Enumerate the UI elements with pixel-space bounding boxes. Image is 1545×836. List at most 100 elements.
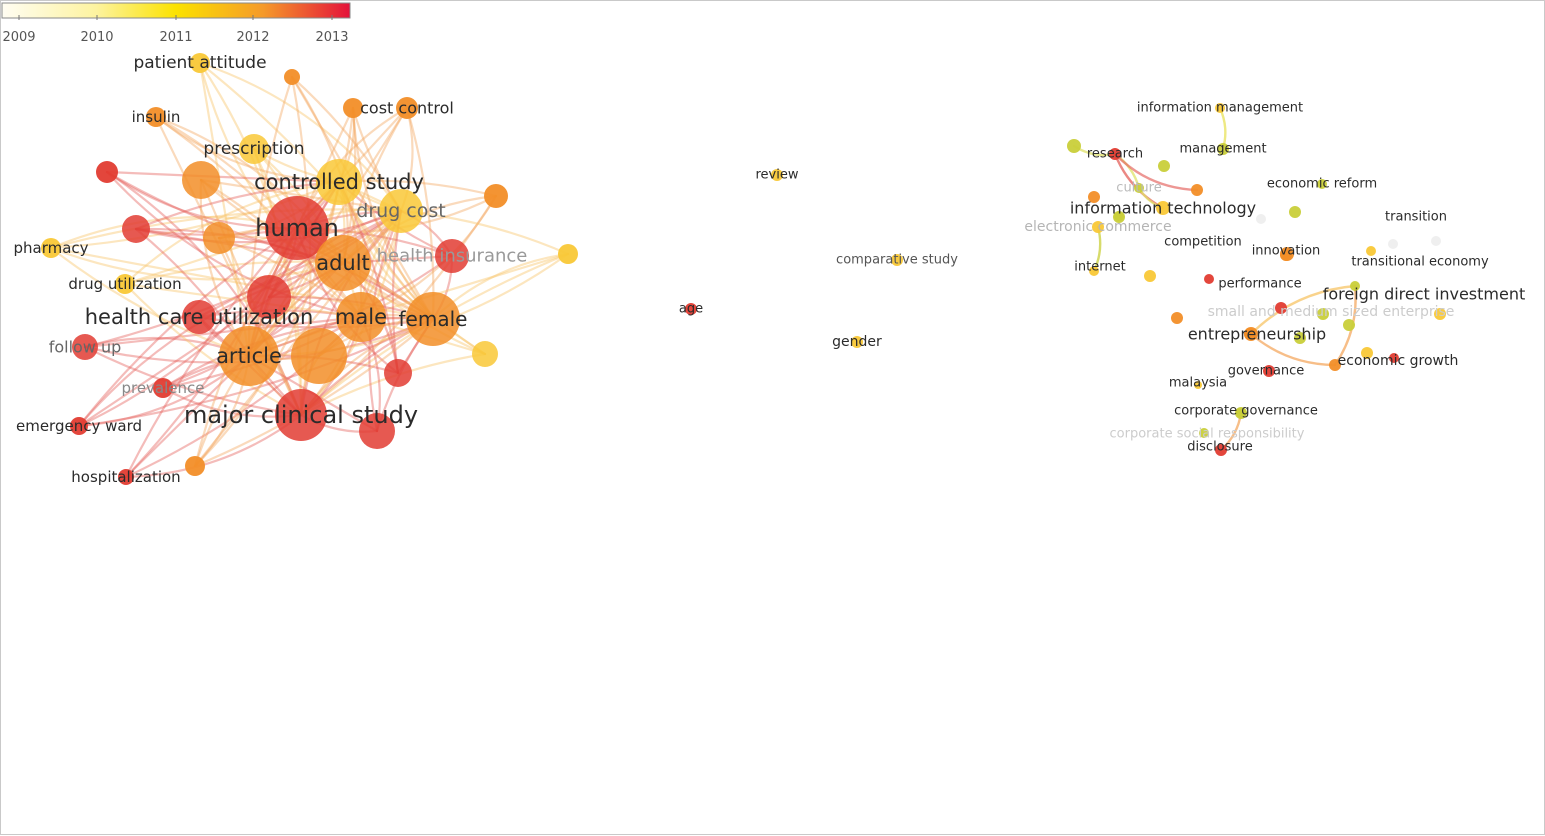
node-major-clinical-study[interactable] (275, 389, 327, 441)
label-adult[interactable]: adult (316, 251, 370, 275)
node-malaysia[interactable] (1194, 381, 1202, 389)
label-insulin[interactable]: insulin (132, 108, 181, 126)
node-prescription[interactable] (239, 134, 269, 164)
keyword-node[interactable] (1144, 270, 1156, 282)
node-review[interactable] (771, 169, 783, 181)
label-emergency-ward[interactable]: emergency ward (16, 417, 142, 435)
node-female[interactable] (406, 292, 460, 346)
node-article[interactable] (219, 326, 279, 386)
label-small-and-medium-sized-enterprise[interactable]: small and medium sized enterprise (1208, 304, 1455, 320)
node-governance[interactable] (1263, 365, 1275, 377)
label-controlled-study[interactable]: controlled study (254, 170, 424, 194)
node-health-insurance[interactable] (435, 239, 469, 273)
keyword-node[interactable] (1067, 139, 1081, 153)
keyword-node[interactable] (203, 222, 235, 254)
label-information-technology[interactable]: information technology (1070, 199, 1256, 218)
node-age[interactable] (685, 303, 697, 315)
label-patient-attitude[interactable]: patient attitude (133, 53, 266, 73)
label-article[interactable]: article (216, 344, 282, 368)
node-disclosure[interactable] (1215, 444, 1227, 456)
keyword-node[interactable] (1289, 206, 1301, 218)
label-electronic-commerce[interactable]: electronic commerce (1024, 219, 1171, 235)
label-disclosure[interactable]: disclosure (1187, 440, 1252, 455)
label-comparative-study[interactable]: comparative study (836, 253, 958, 268)
label-prevalence[interactable]: prevalence (121, 379, 204, 397)
label-performance[interactable]: performance (1218, 277, 1301, 292)
node-follow-up[interactable] (72, 334, 98, 360)
node-human[interactable] (265, 196, 329, 260)
node-transition[interactable] (1388, 239, 1398, 249)
label-review[interactable]: review (756, 168, 799, 183)
node-pharmacy[interactable] (41, 238, 61, 258)
label-pharmacy[interactable]: pharmacy (13, 239, 88, 257)
label-governance[interactable]: governance (1228, 364, 1305, 379)
node-patient-attitude[interactable] (190, 53, 210, 73)
keyword-node[interactable] (1088, 191, 1100, 203)
keyword-node[interactable] (1275, 302, 1287, 314)
node-hospitalization[interactable] (118, 469, 134, 485)
node-health-care-utilization[interactable] (182, 300, 216, 334)
node-comparative-study[interactable] (891, 254, 903, 266)
keyword-node[interactable] (1158, 160, 1170, 172)
label-information-management[interactable]: information management (1137, 101, 1303, 116)
label-economic-reform[interactable]: economic reform (1267, 177, 1377, 192)
keyword-node[interactable] (384, 359, 412, 387)
node-drug-utilization[interactable] (115, 274, 135, 294)
label-transitional-economy[interactable]: transitional economy (1351, 255, 1489, 270)
keyword-node[interactable] (1389, 353, 1399, 363)
node-innovation[interactable] (1280, 249, 1292, 261)
node-emergency-ward[interactable] (70, 417, 88, 435)
label-competition[interactable]: competition (1164, 235, 1242, 250)
label-age[interactable]: age (679, 302, 703, 317)
node-culture[interactable] (1134, 183, 1144, 193)
node-adult[interactable] (315, 235, 371, 291)
keyword-node[interactable] (484, 184, 508, 208)
keyword-node[interactable] (185, 456, 205, 476)
keyword-node[interactable] (96, 161, 118, 183)
keyword-node[interactable] (472, 341, 498, 367)
keyword-node[interactable] (1343, 319, 1355, 331)
label-cost-control[interactable]: cost control (360, 99, 454, 118)
node-research[interactable] (1109, 148, 1121, 160)
label-management[interactable]: management (1179, 142, 1266, 157)
node-controlled-study[interactable] (316, 159, 362, 205)
keyword-node[interactable] (284, 69, 300, 85)
label-hospitalization[interactable]: hospitalization (71, 468, 180, 486)
node-entrepreneurship[interactable] (1244, 327, 1258, 341)
node-gender[interactable] (851, 336, 863, 348)
node-prevalence[interactable] (153, 378, 173, 398)
label-malaysia[interactable]: malaysia (1169, 376, 1227, 391)
keyword-node[interactable] (1317, 308, 1329, 320)
label-corporate-governance[interactable]: corporate governance (1174, 404, 1318, 419)
node-insulin[interactable] (146, 107, 166, 127)
node-male[interactable] (336, 292, 386, 342)
node-transitional-economy[interactable] (1366, 246, 1376, 256)
keyword-node[interactable] (1256, 214, 1266, 224)
keyword-node[interactable] (343, 98, 363, 118)
label-innovation[interactable]: innovation (1252, 244, 1321, 259)
node-management[interactable] (1217, 143, 1229, 155)
node-economic-reform[interactable] (1317, 179, 1327, 189)
keyword-node[interactable] (122, 215, 150, 243)
label-male[interactable]: male (335, 305, 387, 329)
label-gender[interactable]: gender (832, 334, 882, 350)
keyword-node[interactable] (1191, 184, 1203, 196)
label-culture[interactable]: culture (1116, 181, 1161, 196)
keyword-node[interactable] (359, 413, 395, 449)
keyword-node[interactable] (1361, 347, 1373, 359)
node-corporate-social-responsibility[interactable] (1199, 428, 1209, 438)
label-entrepreneurship[interactable]: entrepreneurship (1188, 325, 1326, 344)
node-electronic-commerce[interactable] (1092, 221, 1104, 233)
label-health-care-utilization[interactable]: health care utilization (85, 305, 314, 329)
label-economic-growth[interactable]: economic growth (1338, 353, 1459, 369)
label-drug-utilization[interactable]: drug utilization (68, 275, 181, 293)
label-female[interactable]: female (399, 307, 468, 331)
node-foreign-direct-investment[interactable] (1350, 281, 1360, 291)
label-drug-cost[interactable]: drug cost (356, 200, 445, 222)
label-transition[interactable]: transition (1385, 210, 1447, 225)
label-corporate-social-responsibility[interactable]: corporate social responsibility (1110, 427, 1305, 442)
label-follow-up[interactable]: follow up (49, 338, 122, 357)
node-drug-cost[interactable] (379, 189, 423, 233)
